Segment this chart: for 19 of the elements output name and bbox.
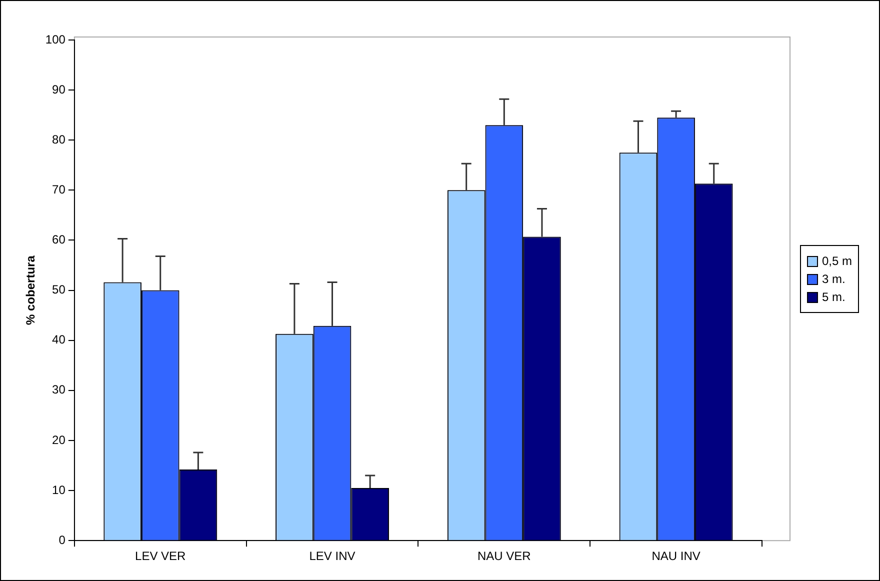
y-tick-label: 30 [52,382,66,397]
y-tick-label: 10 [52,482,66,497]
x-tick-label: LEV VER [135,549,186,564]
x-tick-label: NAU VER [477,549,532,564]
x-tick-label: NAU INV [652,549,700,564]
y-tick-label: 20 [52,432,66,447]
y-tick-label: 100 [45,32,66,46]
y-tick-label: 80 [52,132,66,146]
y-tick-label: 40 [52,332,66,347]
legend-label: 3 m. [822,272,846,286]
legend-label: 0,5 m [822,254,852,268]
legend-label: 5 m. [822,290,846,304]
x-tick-label: LEV INV [309,549,356,564]
y-tick-label: 70 [52,182,66,196]
y-tick-label: 90 [52,82,66,96]
y-tick-label: 60 [52,232,66,247]
y-axis-title: % cobertura [24,255,38,325]
y-tick-label: 0 [58,532,66,547]
y-tick-label: 50 [52,282,66,297]
